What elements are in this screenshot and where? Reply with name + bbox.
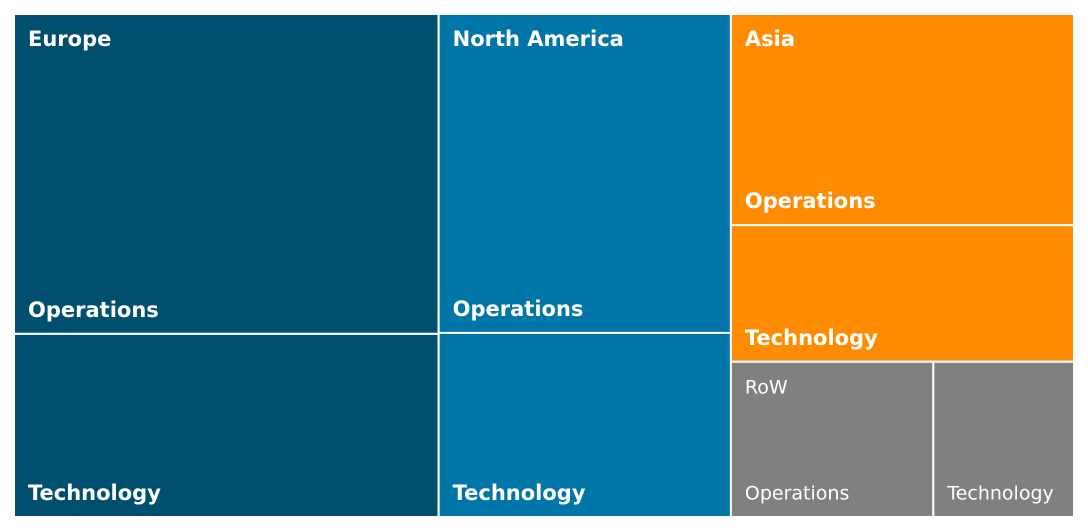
- tile-label: Technology: [745, 326, 878, 350]
- group-label: RoW: [745, 376, 788, 398]
- tile-label: Technology: [946, 483, 1053, 505]
- group-label: Asia: [745, 27, 795, 51]
- tile: [729, 13, 1075, 227]
- tile-label: Operations: [745, 189, 876, 213]
- tile-label: Technology: [28, 481, 161, 505]
- tile: [437, 13, 732, 334]
- tile: [729, 360, 935, 518]
- tile-label: Operations: [745, 483, 849, 505]
- tile: [13, 332, 440, 519]
- tile-label: Operations: [453, 297, 584, 321]
- tile: [729, 224, 1075, 363]
- tile: [932, 360, 1075, 518]
- tile-label: Operations: [28, 298, 159, 322]
- tile: [13, 13, 440, 335]
- tile-label: Technology: [453, 481, 586, 505]
- tile: [437, 331, 732, 518]
- group-label: North America: [453, 27, 624, 51]
- group-label: Europe: [28, 27, 111, 51]
